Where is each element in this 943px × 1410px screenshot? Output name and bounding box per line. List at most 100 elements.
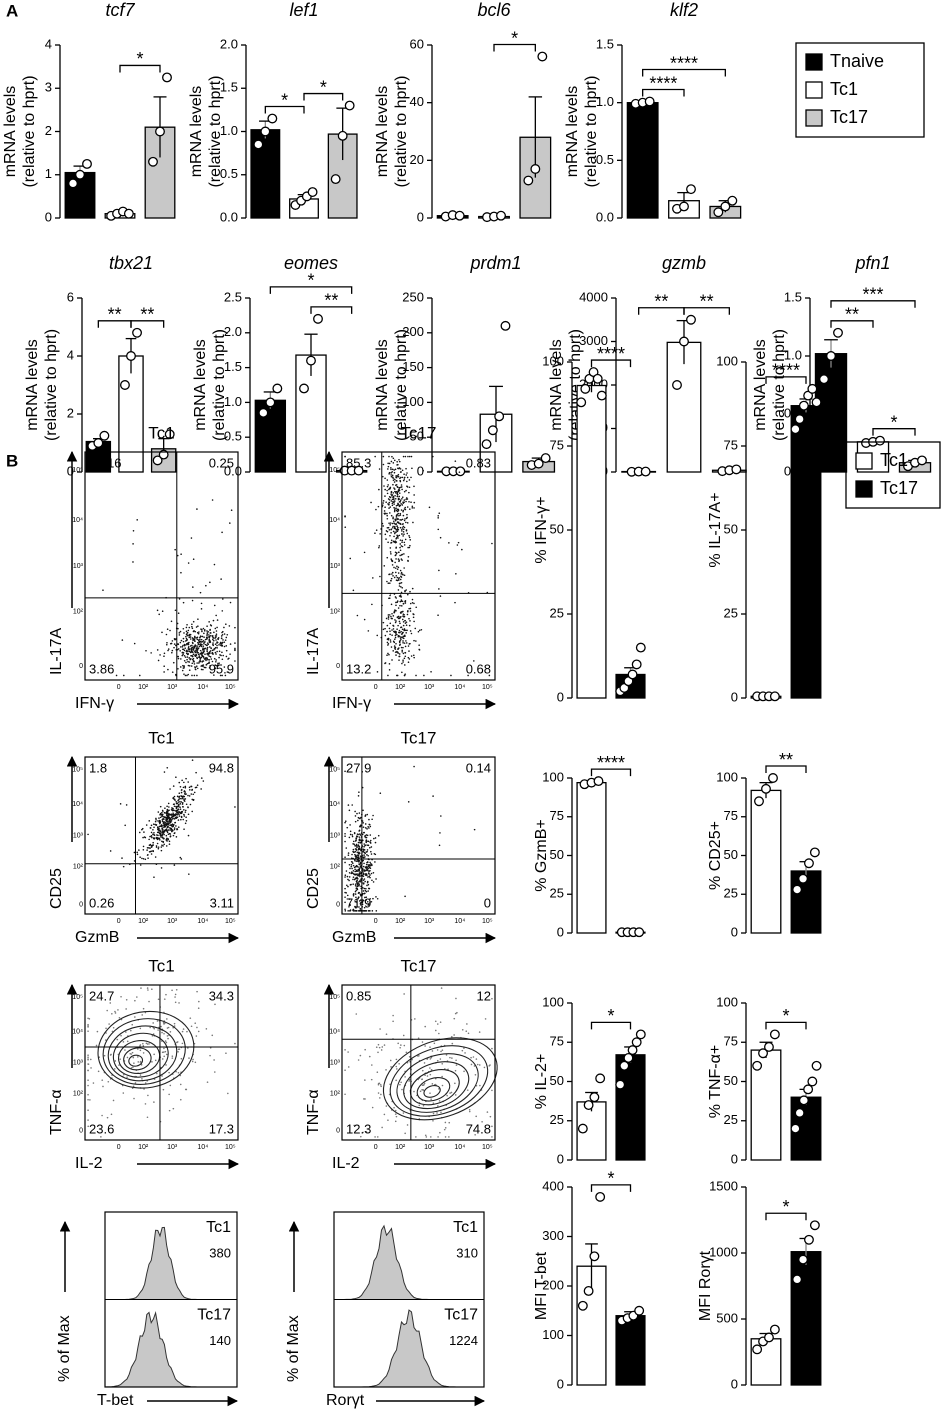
event-dot	[443, 1128, 446, 1131]
y-tick-label: 25	[550, 605, 564, 620]
event-dot	[391, 502, 394, 505]
event-dot	[398, 488, 400, 490]
y-tick-label: 0	[731, 689, 738, 704]
event-dot	[404, 1076, 406, 1078]
y-tick-label: 20	[410, 152, 424, 167]
event-dot	[370, 501, 372, 504]
event-dot	[87, 1119, 89, 1121]
event-dot	[208, 621, 210, 623]
event-dot	[355, 855, 358, 858]
x-tick-label: 10³	[424, 684, 435, 691]
significance-bracket	[119, 64, 161, 73]
flow-plot	[344, 455, 493, 677]
legend-label: Tc1	[830, 79, 858, 99]
event-dot	[398, 514, 400, 517]
y-tick-label: 10⁴	[72, 517, 83, 524]
event-dot	[349, 833, 352, 836]
event-dot	[352, 908, 355, 911]
event-dot	[406, 1124, 409, 1126]
event-dot	[174, 821, 176, 824]
event-dot	[114, 1060, 117, 1062]
y-tick-label: 1.0	[224, 394, 242, 409]
event-dot	[364, 873, 367, 875]
event-dot	[194, 630, 197, 633]
event-dot	[404, 538, 407, 541]
event-dot	[393, 506, 395, 509]
y-tick-label: 2	[67, 405, 74, 420]
event-dot	[366, 849, 369, 851]
event-dot	[401, 504, 404, 506]
event-dot	[401, 586, 404, 589]
event-dot	[399, 546, 401, 549]
event-dot	[161, 844, 163, 846]
event-dot	[148, 1043, 150, 1045]
event-dot	[162, 1021, 165, 1024]
event-dot	[398, 1062, 400, 1065]
event-dot	[168, 840, 171, 843]
data-point	[754, 796, 764, 807]
event-dot	[163, 1032, 165, 1035]
event-dot	[393, 630, 395, 633]
event-dot	[383, 1113, 386, 1116]
y-tick-label: 10³	[73, 563, 84, 570]
event-dot	[199, 659, 201, 662]
event-dot	[223, 641, 226, 643]
event-dot	[473, 828, 476, 831]
y-tick-label: 1.0	[596, 94, 614, 109]
significance-bracket	[642, 88, 685, 97]
data-point	[631, 659, 642, 670]
event-dot	[171, 989, 173, 992]
event-dot	[395, 558, 397, 560]
event-dot	[348, 809, 351, 812]
event-dot	[357, 848, 360, 851]
event-dot	[177, 612, 180, 615]
event-dot	[172, 1107, 175, 1110]
event-dot	[87, 1125, 90, 1128]
x-tick-label: 0	[117, 1144, 121, 1151]
event-dot	[413, 501, 416, 504]
x-axis-label: IL-2	[75, 1155, 103, 1172]
contour	[112, 1032, 169, 1078]
event-dot	[431, 1083, 434, 1085]
event-dot	[410, 455, 413, 458]
bar	[626, 102, 659, 219]
event-dot	[171, 671, 174, 673]
event-dot	[408, 486, 411, 489]
event-dot	[159, 816, 162, 819]
event-dot	[87, 1025, 89, 1027]
event-dot	[195, 626, 198, 628]
event-dot	[404, 599, 407, 602]
event-dot	[397, 512, 400, 515]
data-point	[533, 458, 544, 469]
event-dot	[90, 1067, 92, 1069]
y-tick-label: 3000	[579, 333, 608, 348]
y-tick-label: 0.0	[596, 209, 614, 224]
event-dot	[182, 806, 184, 808]
event-dot	[359, 865, 362, 868]
event-dot	[385, 617, 388, 620]
event-dot	[400, 509, 403, 511]
event-dot	[209, 652, 211, 654]
event-dot	[367, 844, 370, 847]
event-dot	[395, 490, 398, 493]
event-dot	[206, 650, 208, 653]
event-dot	[356, 812, 358, 815]
event-dot	[388, 627, 391, 630]
event-dot	[197, 653, 200, 656]
significance-bracket	[493, 43, 536, 52]
event-dot	[413, 1090, 415, 1093]
event-dot	[203, 650, 206, 652]
event-dot	[177, 668, 179, 670]
event-dot	[196, 657, 199, 660]
event-dot	[399, 569, 402, 572]
event-dot	[392, 500, 394, 503]
event-dot	[185, 819, 188, 822]
event-dot	[157, 820, 159, 822]
event-dot	[411, 1058, 413, 1061]
event-dot	[87, 833, 89, 836]
event-dot	[126, 1056, 129, 1059]
event-dot	[395, 1115, 398, 1118]
event-dot	[354, 820, 357, 823]
event-dot	[200, 641, 203, 643]
event-dot	[450, 1035, 453, 1038]
